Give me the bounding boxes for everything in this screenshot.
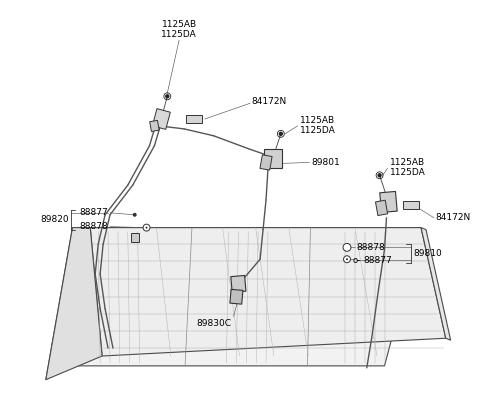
- Text: 89810: 89810: [413, 249, 442, 258]
- Text: 88877: 88877: [79, 208, 108, 217]
- Bar: [150, 120, 159, 131]
- Bar: [403, 201, 419, 209]
- Text: 89830C: 89830C: [196, 319, 231, 328]
- Text: 88878: 88878: [357, 243, 385, 252]
- Circle shape: [343, 243, 351, 251]
- Bar: [152, 109, 170, 129]
- Text: 1125DA: 1125DA: [300, 126, 336, 135]
- Circle shape: [279, 132, 283, 136]
- Text: 1125AB: 1125AB: [162, 20, 197, 29]
- Circle shape: [345, 245, 349, 249]
- Text: 89820: 89820: [40, 215, 69, 224]
- Text: o-: o-: [353, 256, 361, 265]
- Polygon shape: [46, 227, 90, 380]
- Bar: [375, 200, 388, 216]
- Text: 84172N: 84172N: [251, 97, 287, 106]
- Text: 1125AB: 1125AB: [300, 116, 335, 125]
- Text: 1125DA: 1125DA: [389, 168, 425, 177]
- Circle shape: [143, 224, 150, 231]
- Circle shape: [377, 173, 382, 177]
- Bar: [380, 191, 397, 212]
- Circle shape: [132, 213, 137, 217]
- Circle shape: [344, 256, 350, 263]
- Polygon shape: [46, 227, 102, 380]
- Bar: [230, 289, 243, 304]
- Bar: [186, 115, 202, 123]
- Polygon shape: [421, 227, 451, 340]
- Bar: [260, 155, 272, 170]
- Text: 88878: 88878: [79, 222, 108, 231]
- Circle shape: [346, 258, 348, 260]
- Text: 84172N: 84172N: [436, 213, 471, 222]
- Text: 1125AB: 1125AB: [389, 158, 425, 167]
- Polygon shape: [90, 227, 446, 356]
- Text: 1125DA: 1125DA: [161, 30, 197, 39]
- Text: 89801: 89801: [312, 158, 340, 167]
- Bar: [131, 233, 139, 243]
- Bar: [264, 148, 282, 168]
- Circle shape: [165, 94, 169, 98]
- Bar: [231, 276, 246, 292]
- Polygon shape: [62, 227, 421, 366]
- Circle shape: [145, 227, 147, 229]
- Text: 88877: 88877: [364, 256, 393, 265]
